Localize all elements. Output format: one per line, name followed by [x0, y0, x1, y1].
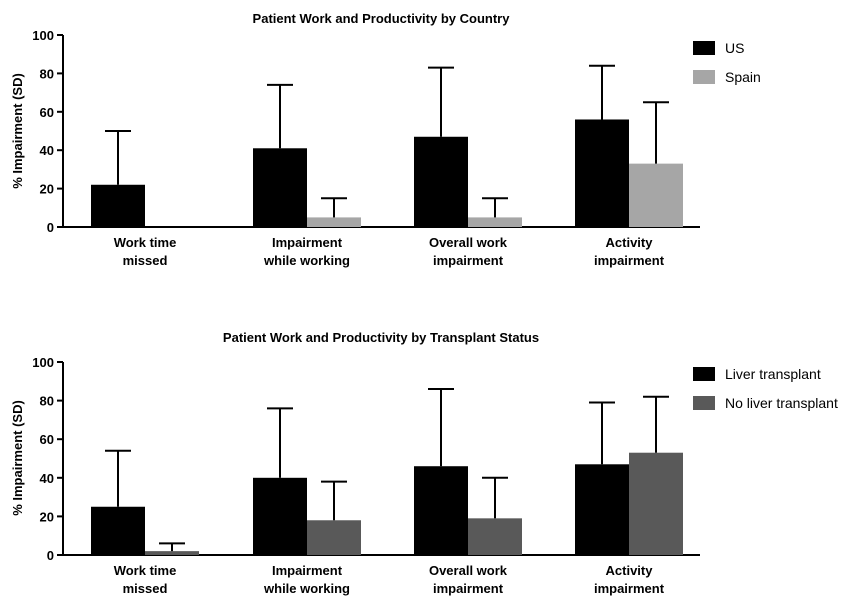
bar-us [414, 136, 468, 227]
bar-spain [307, 217, 361, 227]
category-label: impairment [594, 581, 665, 596]
y-tick-label: 100 [32, 355, 54, 370]
y-tick-label: 80 [40, 66, 54, 81]
chart-title: Patient Work and Productivity by Transpl… [223, 330, 539, 345]
legend-swatch [693, 367, 715, 381]
error-bar [643, 101, 669, 164]
category-label: Activity [606, 235, 654, 250]
error-bar [321, 197, 347, 218]
bar-spain [629, 163, 683, 227]
legend-item: Liver transplant [693, 366, 821, 382]
legend-label: Spain [725, 69, 761, 85]
bar-us [575, 119, 629, 227]
legend-item: No liver transplant [693, 395, 838, 411]
bar-us [253, 148, 307, 227]
category-label: Work time [114, 235, 177, 250]
category-label: impairment [433, 581, 504, 596]
y-tick-label: 40 [40, 143, 54, 158]
y-tick-label: 40 [40, 471, 54, 486]
error-bar [589, 401, 615, 465]
bar-no-liver-transplant [307, 520, 361, 555]
category-label: while working [263, 581, 350, 596]
error-bar [105, 449, 131, 507]
bar-spain [468, 217, 522, 227]
category-label: while working [263, 253, 350, 268]
bar-no-liver-transplant [468, 518, 522, 555]
error-bar [267, 83, 293, 149]
error-bar [321, 480, 347, 521]
legend-label: No liver transplant [725, 395, 838, 411]
error-bar [105, 130, 131, 185]
bar-no-liver-transplant [629, 452, 683, 555]
chart-1: Patient Work and Productivity by Country… [10, 11, 761, 268]
legend-item: Spain [693, 69, 761, 85]
y-tick-label: 20 [40, 509, 54, 524]
category-label: Activity [606, 563, 654, 578]
y-tick-label: 0 [47, 548, 54, 563]
error-bar [482, 197, 508, 218]
y-tick-label: 60 [40, 105, 54, 120]
error-bar [482, 476, 508, 519]
legend-swatch [693, 70, 715, 84]
y-tick-label: 0 [47, 220, 54, 235]
category-label: missed [123, 253, 168, 268]
category-label: Overall work [429, 563, 508, 578]
error-bar [643, 395, 669, 453]
legend-swatch [693, 396, 715, 410]
y-tick-label: 80 [40, 394, 54, 409]
chart-title: Patient Work and Productivity by Country [253, 11, 511, 26]
error-bar [589, 64, 615, 120]
category-label: Overall work [429, 235, 508, 250]
bar-no-liver-transplant [145, 551, 199, 555]
legend-item: US [693, 40, 744, 56]
category-label: impairment [433, 253, 504, 268]
y-tick-label: 20 [40, 182, 54, 197]
legend-label: Liver transplant [725, 366, 821, 382]
error-bar [428, 388, 454, 467]
bar-liver-transplant [575, 464, 629, 555]
legend-label: US [725, 40, 744, 56]
category-label: Work time [114, 563, 177, 578]
bar-us [91, 184, 145, 227]
y-axis-label: % Impairment (SD) [10, 73, 25, 189]
error-bar [267, 407, 293, 478]
bar-liver-transplant [253, 477, 307, 555]
category-label: Impairment [272, 235, 343, 250]
y-axis-label: % Impairment (SD) [10, 400, 25, 516]
bar-liver-transplant [414, 466, 468, 555]
error-bar [428, 66, 454, 137]
chart-2: Patient Work and Productivity by Transpl… [10, 330, 838, 596]
category-label: missed [123, 581, 168, 596]
y-tick-label: 100 [32, 28, 54, 43]
legend-swatch [693, 41, 715, 55]
error-bar [159, 542, 185, 552]
category-label: impairment [594, 253, 665, 268]
category-label: Impairment [272, 563, 343, 578]
bar-liver-transplant [91, 506, 145, 555]
y-tick-label: 60 [40, 432, 54, 447]
